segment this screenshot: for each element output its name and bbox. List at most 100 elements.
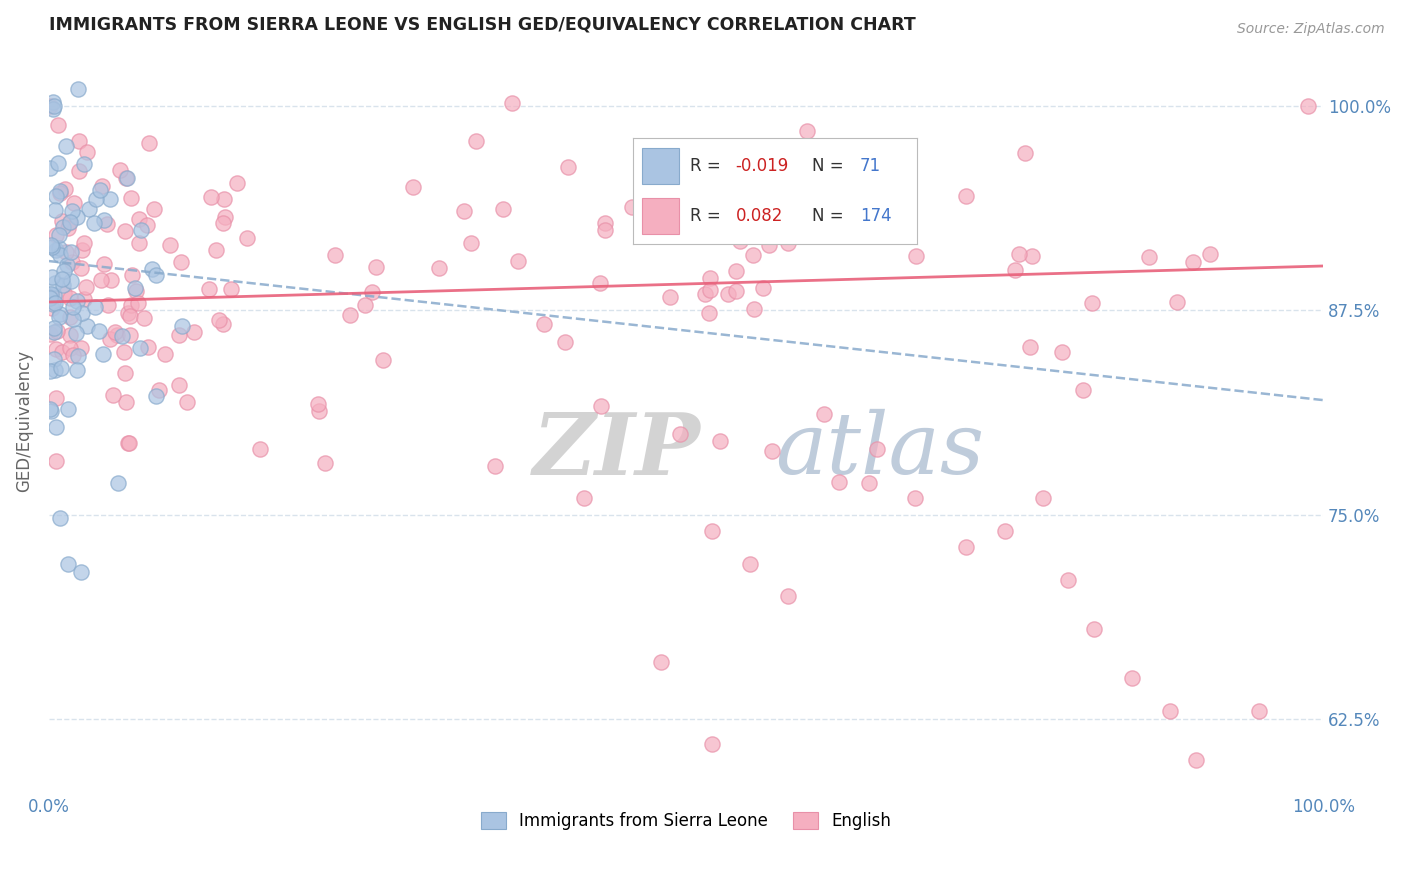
Point [45,227,67,242]
Point [118,309,141,323]
Point [866,442,889,457]
Point [76,318,98,333]
Point [221,282,243,296]
Point [460,235,482,250]
Point [41,301,63,316]
Point [110,162,132,177]
Point [45,244,67,258]
Bar [643,147,679,184]
Legend: Immigrants from Sierra Leone, English: Immigrants from Sierra Leone, English [474,805,898,837]
Point [669,194,692,209]
Point [60,254,83,268]
Point [148,383,170,397]
Point [59,328,82,343]
Point [66,294,89,309]
Point [591,399,613,413]
Point [121,268,143,282]
Point [105,327,128,342]
Point [114,366,136,380]
Point [1052,345,1074,359]
Point [129,341,152,355]
Point [39,402,62,417]
Point [880,148,903,162]
Point [44,295,66,310]
Point [134,311,156,326]
Point [770,148,793,162]
Point [709,434,731,449]
Point [994,524,1017,538]
Point [45,342,67,356]
Point [904,250,927,264]
Point [59,310,82,324]
Point [44,326,66,340]
Point [153,347,176,361]
Point [96,218,118,232]
Point [70,243,93,257]
Point [124,281,146,295]
Point [53,264,76,278]
Point [41,237,63,252]
Point [725,284,748,298]
Point [1008,246,1031,260]
Point [59,215,82,229]
Point [1137,250,1160,264]
Point [44,202,66,217]
Point [323,248,346,262]
Point [427,260,450,275]
Point [212,317,235,331]
Point [52,285,75,300]
Point [501,95,523,110]
Point [593,223,616,237]
Point [776,236,799,251]
Point [453,203,475,218]
Point [117,306,139,320]
Text: -0.019: -0.019 [735,157,789,175]
Point [484,458,506,473]
Text: IMMIGRANTS FROM SIERRA LEONE VS ENGLISH GED/EQUIVALENCY CORRELATION CHART: IMMIGRANTS FROM SIERRA LEONE VS ENGLISH … [49,15,915,33]
Point [129,223,152,237]
Point [1184,753,1206,767]
Point [1021,249,1043,263]
Point [371,353,394,368]
Point [716,286,738,301]
Point [904,491,927,506]
Point [66,349,89,363]
Point [183,325,205,339]
Point [756,153,779,167]
Point [159,238,181,252]
Point [1004,263,1026,277]
Point [66,82,89,96]
Point [67,164,90,178]
Point [100,192,122,206]
Point [1199,247,1222,261]
Point [93,257,115,271]
Point [58,216,80,230]
Point [51,345,73,359]
Point [42,351,65,366]
Point [170,255,193,269]
Point [67,134,90,148]
Point [104,325,127,339]
Text: 174: 174 [860,207,891,225]
Point [761,443,783,458]
Point [42,98,65,112]
Point [307,396,329,410]
Point [1019,340,1042,354]
Point [48,228,70,243]
Text: ZIP: ZIP [533,409,702,492]
Point [136,341,159,355]
Point [51,214,73,228]
Point [55,258,77,272]
Point [700,524,723,538]
Point [45,454,67,468]
Point [39,290,62,304]
Point [84,192,107,206]
Point [69,565,91,579]
Point [60,204,83,219]
Point [73,292,96,306]
Point [77,202,100,217]
Point [141,261,163,276]
Point [48,310,70,324]
Point [695,287,717,301]
Point [38,161,60,176]
